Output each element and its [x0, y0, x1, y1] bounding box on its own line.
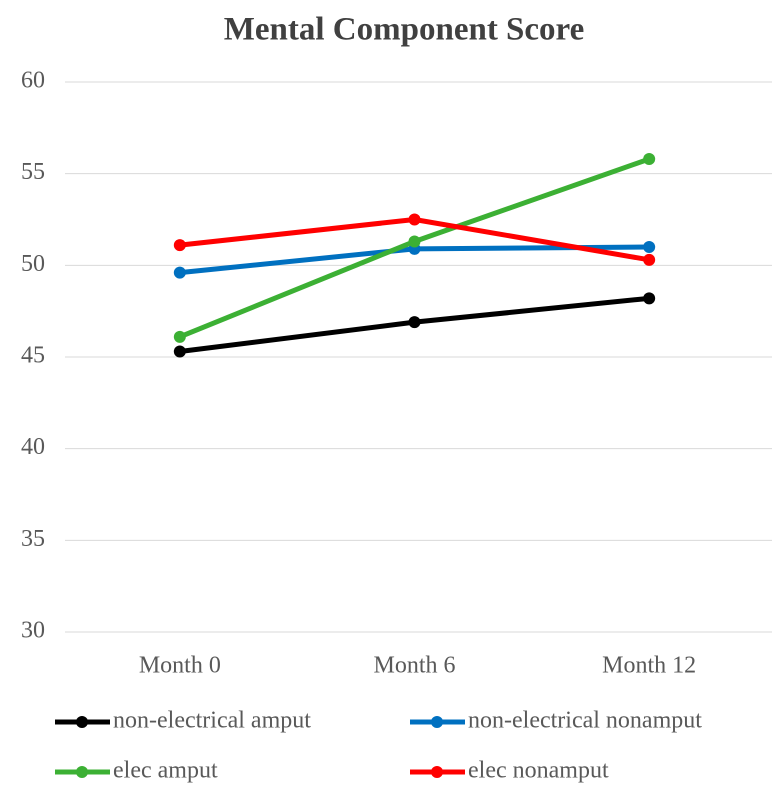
data-point	[408, 316, 421, 329]
data-point	[408, 213, 421, 226]
y-tick-label: 60	[21, 68, 45, 94]
data-point	[643, 153, 656, 165]
x-tick-label: Month 12	[602, 653, 696, 679]
data-point	[643, 292, 656, 305]
y-tick-label: 45	[21, 343, 45, 369]
data-point	[173, 345, 186, 358]
y-tick-label: 55	[21, 159, 45, 185]
data-point	[173, 266, 186, 279]
y-tick-label: 50	[21, 251, 45, 277]
chart-title: Mental Component Score	[224, 12, 585, 48]
legend-label: elec nonamput	[468, 758, 609, 784]
x-tick-label: Month 6	[373, 653, 455, 679]
legend-marker	[76, 716, 88, 728]
data-point	[643, 253, 656, 266]
legend-marker	[431, 766, 443, 778]
legend-marker	[76, 766, 88, 778]
legend-label: non-electrical amput	[113, 708, 311, 734]
y-tick-label: 35	[21, 526, 45, 552]
legend-label: elec amput	[113, 758, 218, 784]
data-point	[173, 330, 186, 343]
legend-label: non-electrical nonamput	[468, 708, 702, 734]
data-point	[173, 239, 186, 252]
x-tick-label: Month 0	[139, 653, 221, 679]
data-point	[643, 241, 656, 253]
y-tick-label: 30	[21, 618, 45, 644]
legend-marker	[431, 716, 443, 728]
data-point	[408, 235, 421, 248]
y-tick-label: 40	[21, 434, 45, 460]
